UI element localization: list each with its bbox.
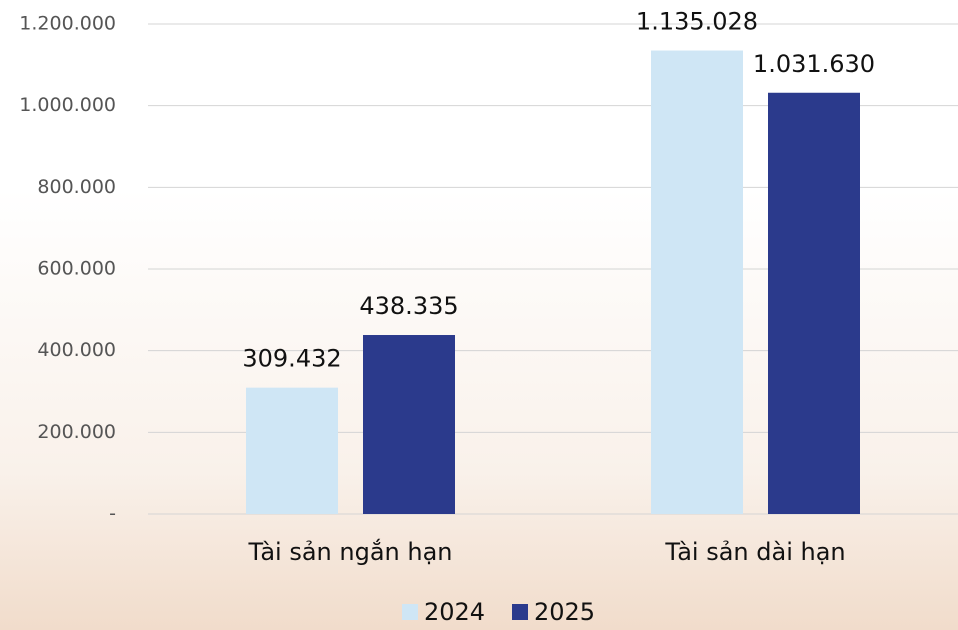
- value-label: 1.135.028: [636, 8, 758, 36]
- legend-swatch: [402, 604, 418, 620]
- y-tick-label: 200.000: [37, 421, 116, 443]
- y-tick-label: 400.000: [37, 339, 116, 361]
- legend-swatch: [512, 604, 528, 620]
- y-tick-label: 600.000: [37, 258, 116, 280]
- y-tick-label: -: [109, 503, 116, 525]
- x-tick-label: Tài sản ngắn hạn: [247, 537, 452, 566]
- bar: [246, 388, 338, 514]
- bar: [651, 51, 743, 514]
- value-label: 309.432: [242, 345, 341, 373]
- bar: [363, 335, 455, 514]
- x-tick-label: Tài sản dài hạn: [664, 538, 845, 566]
- y-tick-label: 1.200.000: [19, 13, 116, 35]
- page: - 200.000 400.000 600.000 800.000 1.000.000 1.…: [0, 0, 958, 630]
- legend-label: 2024: [424, 598, 485, 626]
- y-tick-label: 1.000.000: [19, 94, 116, 116]
- legend-label: 2025: [534, 598, 595, 626]
- value-label: 438.335: [359, 292, 458, 320]
- chart: - 200.000 400.000 600.000 800.000 1.000.000 1.…: [0, 0, 958, 630]
- bar: [768, 93, 860, 514]
- y-tick-label: 800.000: [37, 176, 116, 198]
- value-label: 1.031.630: [753, 50, 875, 78]
